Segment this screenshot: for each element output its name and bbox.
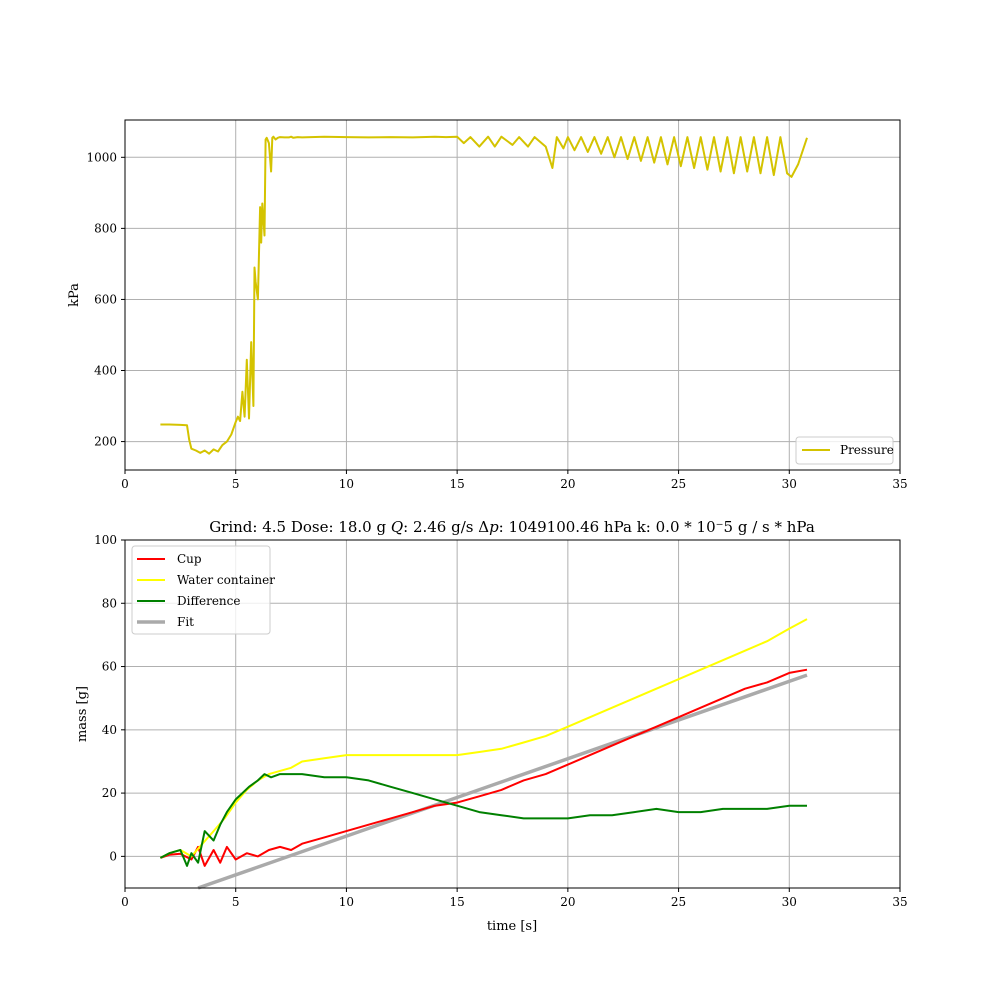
pressure-chart-frame — [124, 119, 901, 471]
x-tick-label: 15 — [450, 477, 465, 491]
x-tick-label: 0 — [121, 477, 129, 491]
pressure-legend-label: Pressure — [840, 443, 894, 457]
series-line-cup — [160, 668, 808, 867]
y-tick-label: 20 — [102, 786, 117, 800]
y-tick-label: 80 — [102, 596, 117, 610]
mass-chart-lines — [159, 618, 808, 890]
y-tick-label: 1000 — [86, 150, 117, 164]
y-tick-label: 400 — [94, 364, 117, 378]
x-tick-label: 20 — [560, 895, 575, 909]
series-line-pressure — [160, 135, 808, 455]
mass-legend-label-cup: Cup — [177, 552, 202, 566]
x-tick-label: 25 — [671, 477, 686, 491]
x-tick-label: 5 — [232, 895, 240, 909]
y-tick-label: 200 — [94, 435, 117, 449]
mass-legend-label-difference: Difference — [177, 594, 240, 608]
y-tick-label: 800 — [94, 221, 117, 235]
pressure-chart-lines — [160, 135, 808, 455]
y-tick-label: 600 — [94, 292, 117, 306]
x-tick-label: 0 — [121, 895, 129, 909]
mass-chart: Grind: 4.5 Dose: 18.0 g 𝑄: 2.46 g/s Δ𝑝: … — [75, 518, 908, 934]
pressure-legend-box — [795, 436, 894, 465]
x-tick-label: 35 — [892, 895, 907, 909]
pressure-chart: 0 5 10 15 20 25 30 35 200 400 600 800 1000 kPa Press… — [67, 119, 908, 491]
x-tick-label: 10 — [339, 895, 354, 909]
x-tick-label: 35 — [892, 477, 907, 491]
mass-legend-label-fit: Fit — [177, 615, 194, 629]
mass-chart-title: Grind: 4.5 Dose: 18.0 g 𝑄: 2.46 g/s Δ𝑝: … — [209, 518, 815, 536]
y-tick-label: 40 — [102, 723, 117, 737]
x-tick-label: 20 — [560, 477, 575, 491]
x-tick-label: 25 — [671, 895, 686, 909]
series-line-water-container — [159, 618, 808, 859]
mass-legend: Cup Water container Difference Fit — [131, 545, 275, 635]
mass-legend-box — [131, 545, 271, 635]
mass-chart-ticks: 0 5 10 15 20 25 30 35 0 20 40 60 80 100 — [94, 533, 908, 909]
mass-legend-label-water: Water container — [177, 573, 275, 587]
mass-x-axis-label: time [s] — [487, 919, 537, 934]
x-tick-label: 15 — [450, 895, 465, 909]
mass-chart-frame — [124, 539, 901, 889]
y-tick-label: 100 — [94, 533, 117, 547]
y-tick-label: 60 — [102, 660, 117, 674]
x-tick-label: 10 — [339, 477, 354, 491]
pressure-y-axis-label: kPa — [67, 283, 82, 307]
y-tick-label: 0 — [109, 849, 117, 863]
pressure-chart-ticks: 0 5 10 15 20 25 30 35 200 400 600 800 1000 — [86, 150, 907, 491]
x-tick-label: 5 — [232, 477, 240, 491]
series-line-fit — [197, 673, 808, 890]
x-tick-label: 30 — [782, 895, 797, 909]
mass-y-axis-label: mass [g] — [75, 686, 90, 742]
series-line-difference — [159, 773, 807, 867]
pressure-legend: Pressure — [795, 436, 894, 465]
x-tick-label: 30 — [782, 477, 797, 491]
